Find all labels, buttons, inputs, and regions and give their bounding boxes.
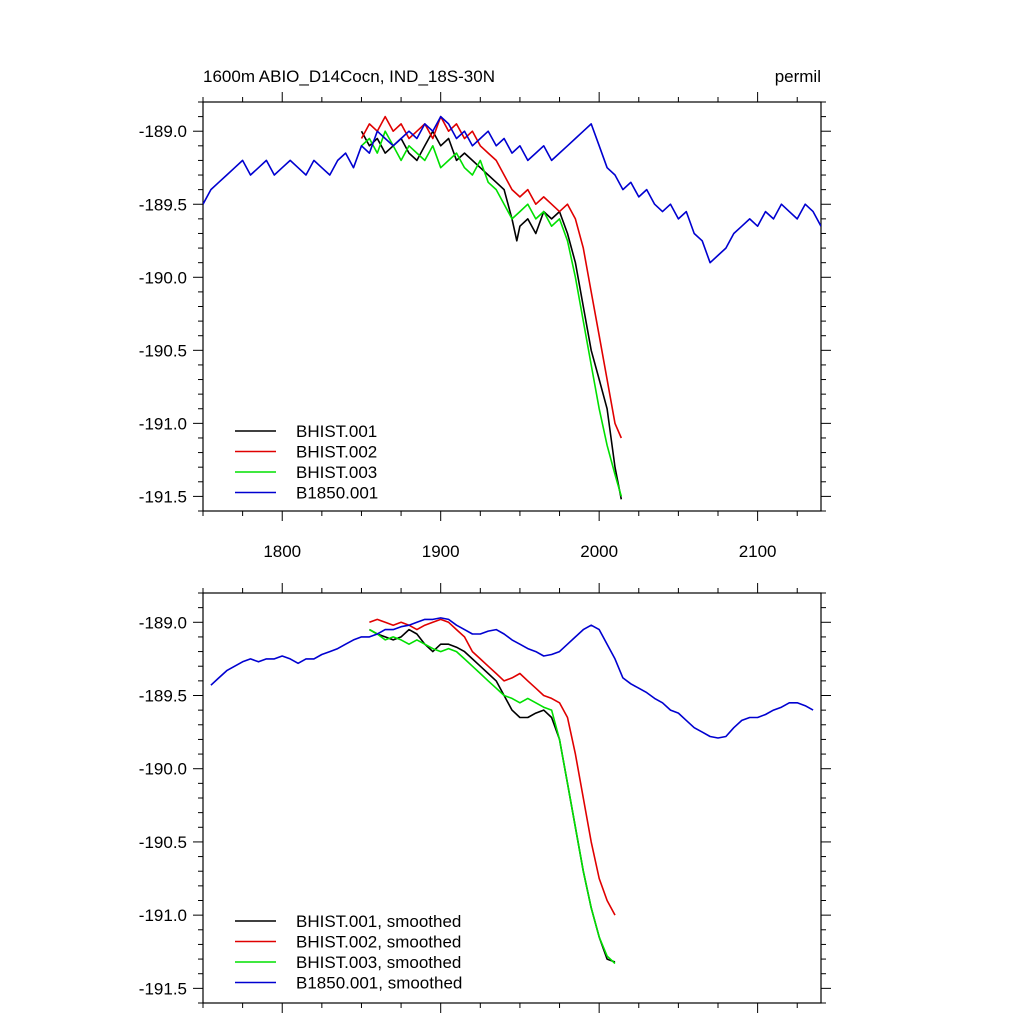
series-line-bhist-003 xyxy=(360,130,623,497)
series-line-b1850-001 xyxy=(210,617,814,739)
chart-units: permil xyxy=(775,67,821,86)
legend-label: B1850.001, smoothed xyxy=(296,974,462,993)
legend-label: BHIST.003, smoothed xyxy=(296,953,461,972)
legend-label: BHIST.001, smoothed xyxy=(296,912,461,931)
y-tick-label: -189.0 xyxy=(139,613,187,632)
series-line-bhist-002 xyxy=(360,115,623,439)
legend-label: BHIST.002, smoothed xyxy=(296,933,461,952)
x-tick-label: 2100 xyxy=(739,542,777,561)
bottom-panel: -189.0 -189.5 -190.0 -190.5 -191.0 -191.5 BHIS… xyxy=(139,583,831,1013)
y-tick-label: -191.0 xyxy=(139,906,187,925)
legend-label: BHIST.001 xyxy=(296,422,377,441)
x-tick-label: 1800 xyxy=(263,542,301,561)
series-line-bhist-001 xyxy=(360,130,623,500)
y-tick-label: -189.5 xyxy=(139,195,187,214)
y-tick-label: -190.0 xyxy=(139,268,187,287)
y-tick-label: -191.5 xyxy=(139,979,187,998)
x-tick-label: 1900 xyxy=(422,542,460,561)
y-tick-label: -189.5 xyxy=(139,687,187,706)
legend-label: B1850.001 xyxy=(296,484,378,503)
chart-title: 1600m ABIO_D14Cocn, IND_18S-30N xyxy=(203,67,495,86)
series-line-bhist-002 xyxy=(369,618,616,916)
y-tick-label: -190.5 xyxy=(139,341,187,360)
y-tick-label: -191.0 xyxy=(139,414,187,433)
legend-label: BHIST.002 xyxy=(296,443,377,462)
series-line-b1850-001 xyxy=(203,115,821,264)
y-tick-label: -190.5 xyxy=(139,833,187,852)
series-line-bhist-003 xyxy=(369,628,616,965)
y-tick-label: -190.0 xyxy=(139,760,187,779)
x-tick-label: 2000 xyxy=(580,542,618,561)
y-tick-label: -191.5 xyxy=(139,487,187,506)
top-panel: -189.0 -189.5 -190.0 -190.5 -191.0 -191.5 1800… xyxy=(139,92,831,561)
legend-label: BHIST.003 xyxy=(296,463,377,482)
y-tick-label: -189.0 xyxy=(139,122,187,141)
